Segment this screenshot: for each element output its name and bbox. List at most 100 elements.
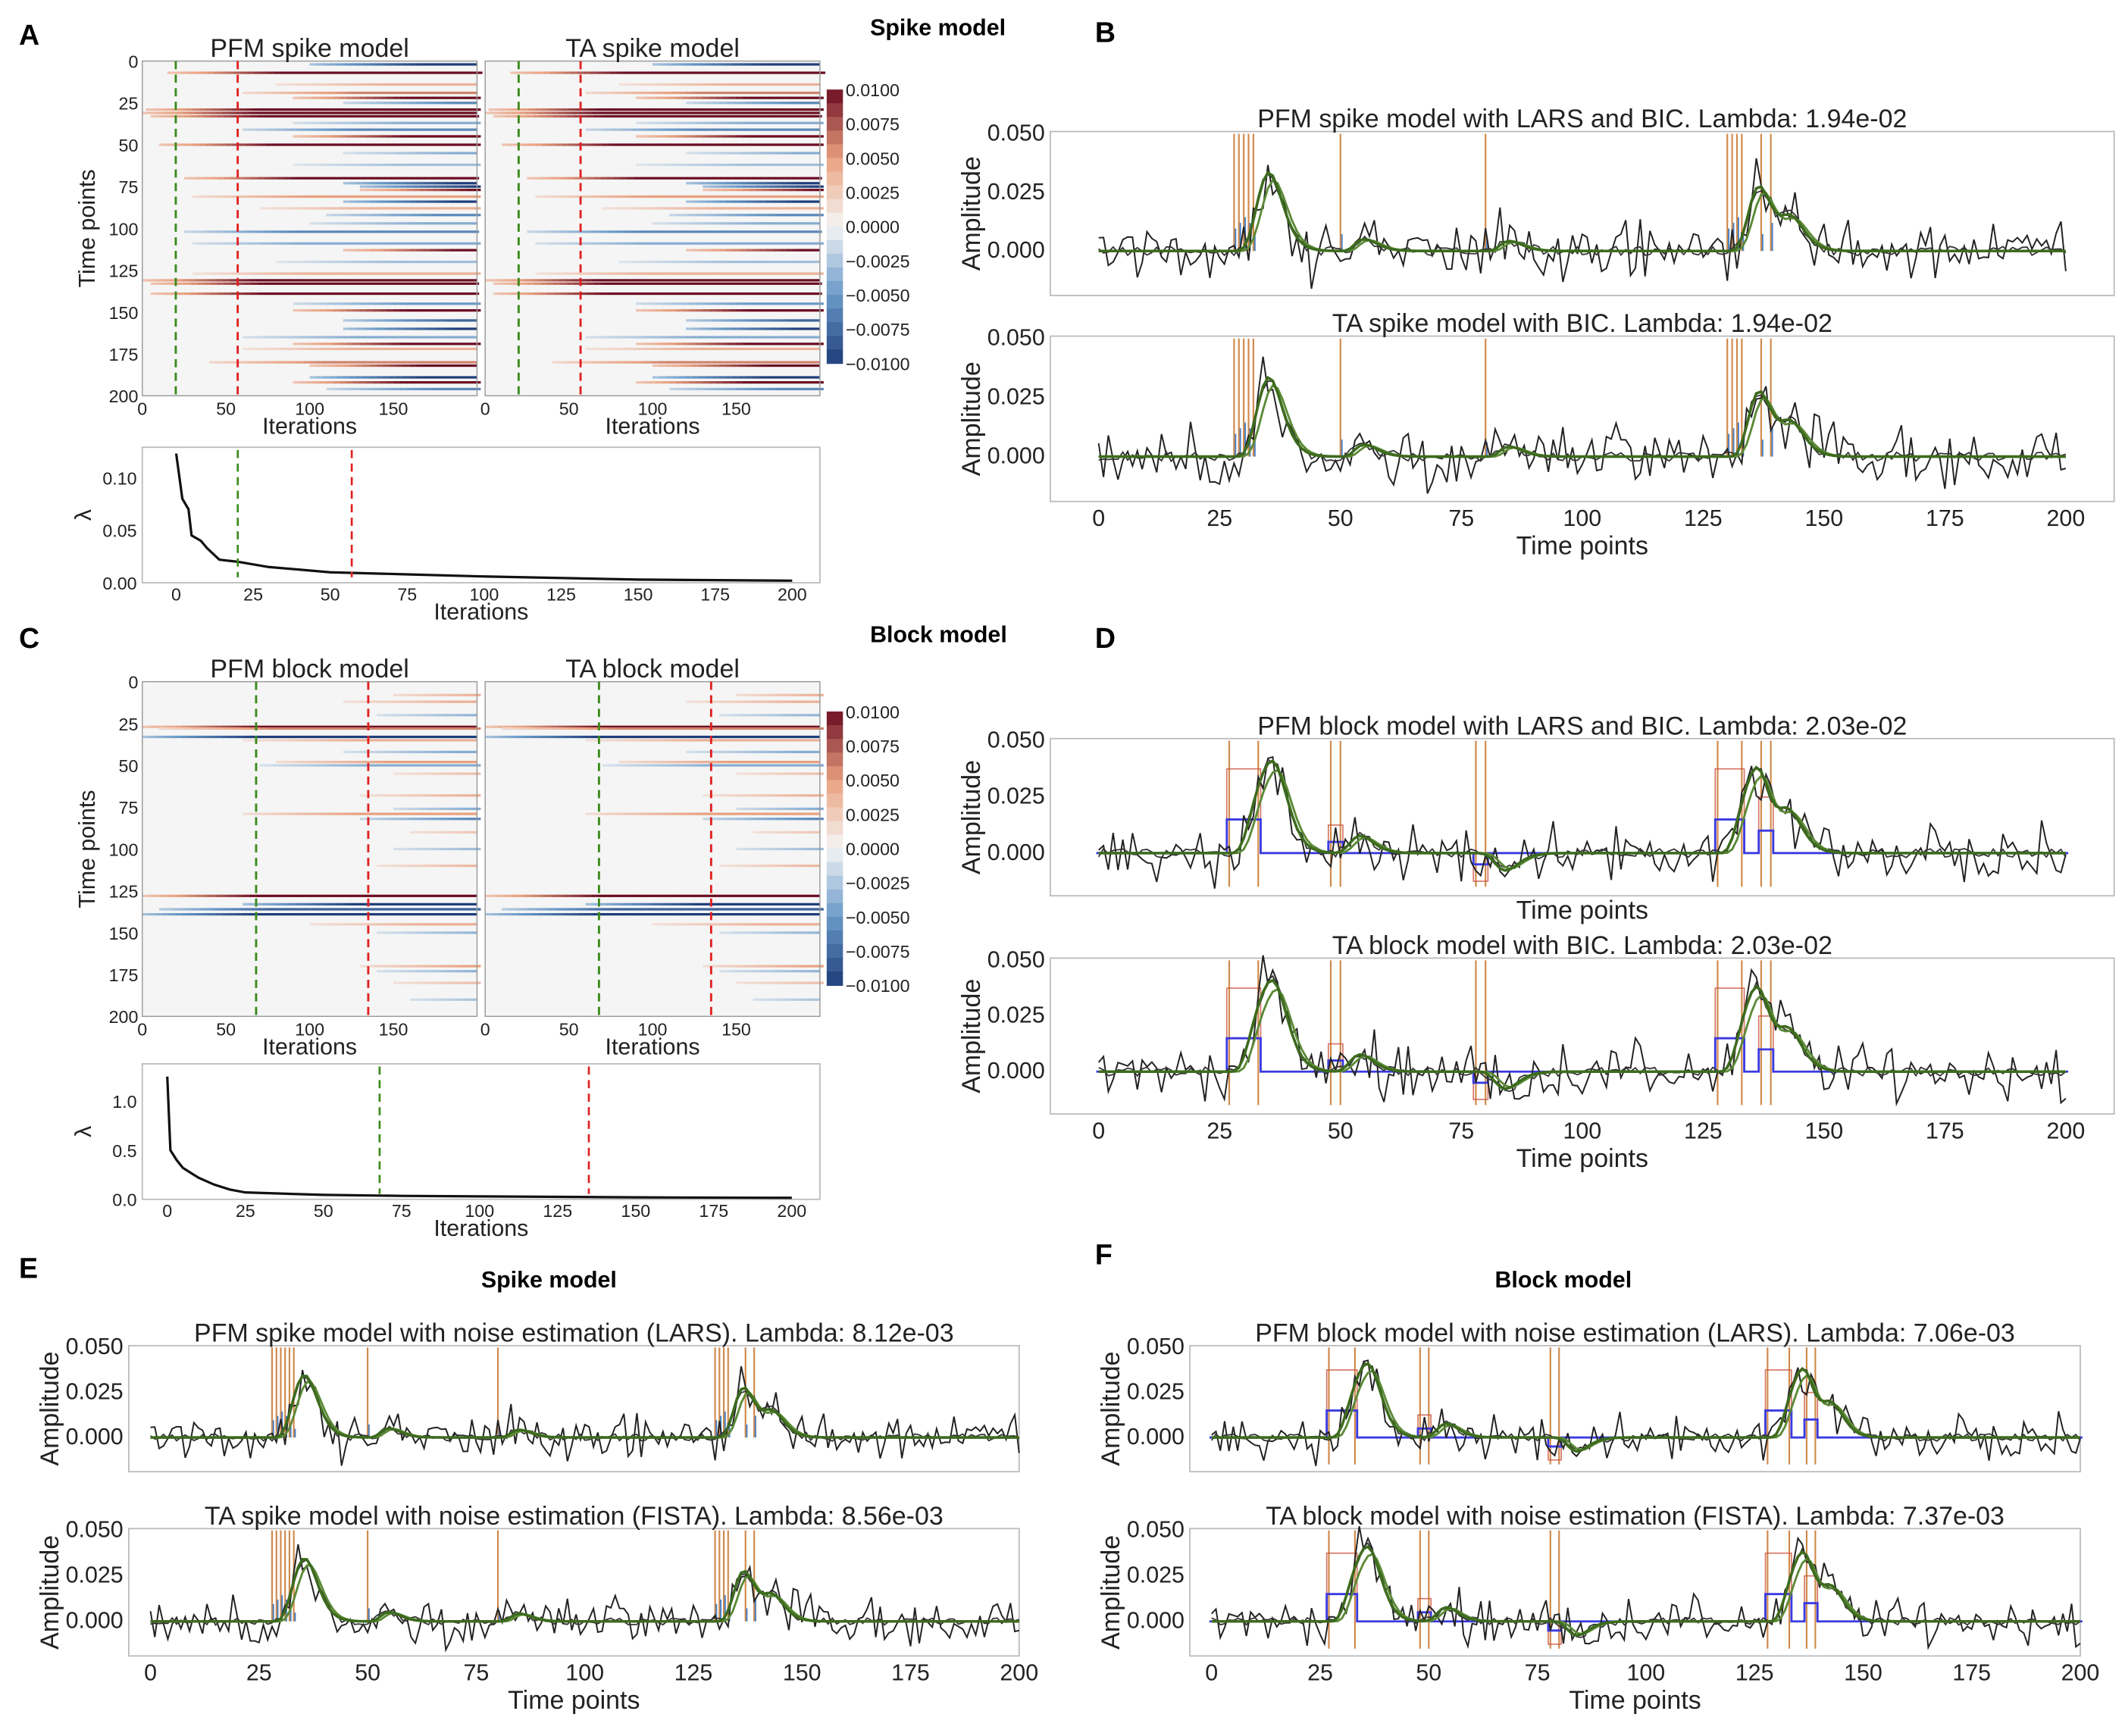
heatmap-cell (470, 970, 478, 973)
heatmap-cell (661, 292, 668, 296)
y-tick-label: 0.05 (102, 521, 136, 541)
heatmap-cell (546, 114, 555, 118)
heatmap-cell (809, 143, 818, 146)
heatmap-cell (706, 279, 714, 282)
heatmap-cell (769, 135, 778, 138)
heatmap-cell (196, 735, 203, 739)
chart-acb: 0.01000.00750.00500.00250.0000−0.0025−0.… (826, 80, 910, 374)
heatmap-cell (402, 71, 409, 74)
heatmap-title: PFM spike model (210, 34, 408, 63)
heatmap-cell (635, 908, 643, 911)
heatmap-cell (385, 292, 393, 296)
heatmap-cell (729, 309, 737, 312)
heatmap-cell (813, 761, 821, 764)
heatmap-cell (259, 242, 267, 245)
heatmap-cell (467, 727, 474, 730)
heatmap-cell (467, 764, 474, 767)
heatmap-cell (790, 272, 797, 275)
heatmap-cell (793, 260, 800, 264)
heatmap-cell (395, 71, 402, 74)
heatmap-cell (743, 727, 750, 730)
heatmap-cell (460, 121, 468, 124)
heatmap-cell (380, 143, 387, 146)
heatmap-cell (672, 725, 680, 728)
heatmap-cell (249, 336, 257, 339)
heatmap-cell (236, 912, 243, 916)
heatmap-cell (806, 714, 814, 717)
heatmap-cell (162, 894, 170, 897)
heatmap-cell (743, 818, 750, 821)
heatmap-cell (729, 195, 737, 199)
heatmap-cell (249, 361, 257, 364)
heatmap-cell (675, 214, 684, 217)
heatmap-cell (406, 981, 415, 984)
heatmap-cell (463, 279, 471, 282)
x-tick-label: 100 (638, 399, 668, 418)
heatmap-cell (736, 818, 743, 821)
heatmap-cell (513, 282, 521, 285)
heatmap-cell (258, 282, 265, 285)
heatmap-cell (575, 908, 583, 911)
heatmap-cell (527, 230, 534, 233)
panel-letter-e: E (19, 1252, 38, 1284)
heatmap-cell (800, 222, 807, 225)
heatmap-cell (346, 214, 354, 217)
heatmap-cell (269, 128, 277, 131)
heatmap-cell (783, 309, 790, 312)
heatmap-cell (562, 195, 570, 199)
heatmap-cell (515, 908, 523, 911)
heatmap-cell (743, 908, 750, 911)
heatmap-cell (356, 923, 364, 926)
heatmap-cell (222, 725, 230, 728)
heatmap-cell (416, 249, 424, 252)
heatmap-cell (759, 970, 767, 973)
heatmap-cell (218, 177, 225, 180)
heatmap-cell (592, 735, 599, 739)
y-tick-label: 0.050 (987, 946, 1045, 972)
heatmap-cell (255, 347, 264, 351)
heatmap-cell (302, 735, 311, 739)
heatmap-cell (736, 272, 743, 275)
heatmap-cell (387, 794, 394, 797)
heatmap-cell (262, 725, 271, 728)
heatmap-cell (609, 108, 616, 111)
heatmap-cell (298, 114, 305, 118)
heatmap-cell (715, 108, 724, 111)
heatmap-cell (251, 292, 258, 296)
heatmap-cell (316, 812, 324, 815)
heatmap-cell (618, 260, 627, 264)
heatmap-cell (653, 912, 660, 916)
heatmap-cell (703, 185, 710, 188)
heatmap-cell (759, 347, 767, 351)
heatmap-cell (686, 222, 693, 225)
heatmap-cell (686, 725, 693, 728)
heatmap-cell (759, 260, 767, 264)
heatmap-cell (255, 361, 264, 364)
heatmap-cell (340, 96, 347, 99)
heatmap-cell (423, 128, 431, 131)
heatmap-cell (646, 336, 653, 339)
heatmap-cell (470, 91, 478, 95)
heatmap-cell (269, 91, 277, 95)
heatmap-cell (621, 177, 628, 180)
heatmap-cell (679, 347, 687, 351)
heatmap-cell (427, 818, 434, 821)
heatmap-cell (769, 807, 778, 811)
heatmap-cell (794, 292, 803, 296)
heatmap-cell (467, 309, 474, 312)
heatmap-cell (565, 735, 573, 739)
heatmap-cell (276, 347, 283, 351)
heatmap-cell (336, 376, 344, 379)
heatmap-cell (319, 764, 327, 767)
heatmap-cell (715, 309, 724, 312)
heatmap-cell (706, 152, 714, 155)
heatmap-cell (356, 63, 364, 66)
heatmap-cell (632, 111, 640, 114)
heatmap-cell (629, 207, 637, 210)
heatmap-cell (743, 185, 750, 188)
heatmap-cell (349, 327, 357, 330)
heatmap-cell (773, 279, 781, 282)
heatmap-cell (592, 739, 599, 742)
x-tick-label: 175 (1952, 1660, 1991, 1686)
